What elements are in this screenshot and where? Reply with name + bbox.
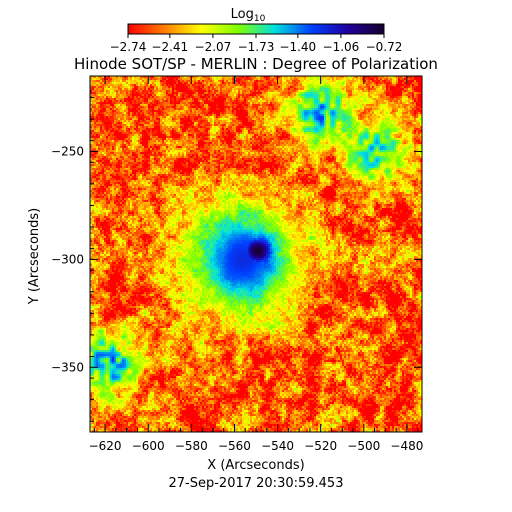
x-tick-label: −540 (261, 439, 294, 453)
colorbar-ticks: −2.74 −2.41 −2.07 −1.73 −1.40 −1.06 −0.72 (110, 34, 403, 54)
y-tick-label: −300 (51, 252, 84, 266)
colorbar-tick-label: −2.41 (151, 40, 188, 54)
colorbar-label: Log10 (231, 7, 266, 24)
y-tick-label: −250 (51, 145, 84, 159)
colorbar-tick-label: −2.07 (195, 40, 232, 54)
y-tick-label: −350 (51, 360, 84, 374)
x-tick-label: −620 (89, 439, 122, 453)
y-axis-label: Y (Arcseconds) (27, 208, 42, 305)
timestamp: 27-Sep-2017 20:30:59.453 (169, 476, 344, 491)
x-tick-label: −520 (304, 439, 337, 453)
y-axis: −250 −300 −350 (51, 75, 422, 422)
x-tick-label: −580 (175, 439, 208, 453)
chart-title: Hinode SOT/SP - MERLIN : Degree of Polar… (74, 55, 438, 73)
x-tick-label: −600 (132, 439, 165, 453)
colorbar-tick-label: −1.73 (238, 40, 275, 54)
x-tick-label: −480 (390, 439, 423, 453)
colorbar-tick-label: −0.72 (366, 40, 403, 54)
x-tick-label: −560 (218, 439, 251, 453)
colorbar (127, 23, 385, 35)
x-axis: −620 −600 −580 −560 −540 −520 −500 −480 (89, 76, 423, 453)
heatmap-image (90, 76, 422, 432)
colorbar-tick-label: −2.74 (110, 40, 147, 54)
colorbar-tick-label: −1.06 (323, 40, 360, 54)
colorbar-tick-label: −1.40 (279, 40, 316, 54)
x-axis-label: X (Arcseconds) (207, 458, 304, 473)
x-tick-label: −500 (347, 439, 380, 453)
